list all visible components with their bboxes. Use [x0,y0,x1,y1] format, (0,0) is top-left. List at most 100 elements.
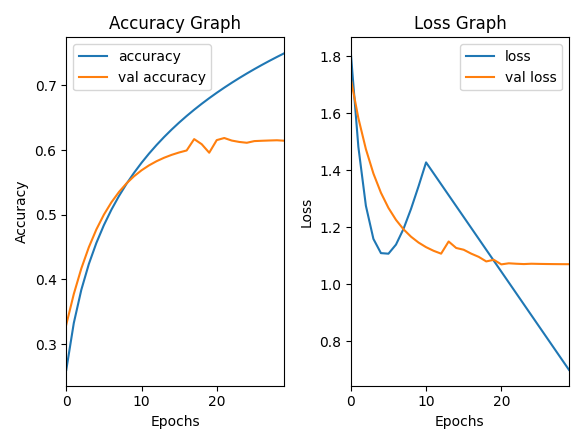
val accuracy [273,138,280,143]
val accuracy [62,322,69,327]
accuracy [78,287,85,293]
val accuracy [161,155,168,160]
accuracy [258,62,265,67]
val accuracy [251,139,258,144]
loss [392,242,399,247]
loss [520,301,527,307]
val loss [513,261,520,266]
Line: val accuracy: val accuracy [66,138,284,325]
val loss [445,239,452,244]
val accuracy [244,140,251,146]
val loss [415,240,422,245]
val loss [498,262,505,267]
accuracy [198,101,205,107]
loss [400,226,407,232]
Y-axis label: Accuracy: Accuracy [15,180,29,243]
accuracy [221,85,228,90]
loss [543,334,550,340]
val accuracy [228,138,235,143]
accuracy [123,181,130,186]
val loss [392,217,399,222]
val accuracy [190,136,197,142]
loss [370,236,377,242]
val loss [385,205,392,210]
accuracy [244,71,251,76]
X-axis label: Epochs: Epochs [435,415,485,429]
accuracy [62,367,69,373]
val loss [363,147,370,152]
val loss [565,262,572,267]
val accuracy [130,174,137,179]
val loss [400,226,407,232]
loss [445,193,452,198]
val accuracy [78,266,85,271]
loss [430,170,437,176]
loss [536,324,543,329]
Line: val loss: val loss [351,79,569,264]
loss [565,367,572,373]
Line: loss: loss [351,53,569,370]
accuracy [281,51,288,56]
Line: accuracy: accuracy [66,53,284,370]
loss [385,251,392,256]
accuracy [161,135,168,140]
accuracy [273,54,280,59]
accuracy [228,80,235,85]
val accuracy [281,138,288,143]
val accuracy [70,291,77,297]
val loss [536,261,543,266]
val loss [551,262,558,267]
accuracy [145,151,152,156]
val accuracy [266,138,273,143]
accuracy [190,107,197,112]
val loss [468,251,475,256]
val accuracy [153,159,160,164]
accuracy [236,75,243,81]
val loss [423,245,430,250]
accuracy [213,90,220,95]
val accuracy [123,181,130,186]
accuracy [266,58,273,63]
accuracy [85,262,92,267]
accuracy [130,170,137,175]
val loss [370,171,377,176]
loss [551,345,558,351]
val accuracy [108,200,115,205]
val loss [408,234,415,239]
val loss [355,115,362,121]
val loss [347,76,354,82]
accuracy [116,194,123,199]
accuracy [70,321,77,326]
Legend: accuracy, val accuracy: accuracy, val accuracy [73,44,211,90]
loss [363,203,370,208]
val loss [483,259,490,264]
val accuracy [85,245,92,250]
accuracy [153,143,160,148]
loss [505,280,512,285]
val loss [377,190,384,195]
loss [513,291,520,296]
loss [408,206,415,211]
val loss [528,261,535,266]
loss [437,182,444,187]
accuracy [138,160,145,166]
Title: Loss Graph: Loss Graph [413,15,506,33]
val accuracy [198,142,205,147]
val accuracy [145,163,152,168]
accuracy [168,127,175,132]
val loss [520,262,527,267]
loss [483,247,490,253]
val loss [437,251,444,256]
val accuracy [206,150,213,155]
val accuracy [258,138,265,143]
val loss [505,261,512,266]
loss [423,160,430,165]
loss [460,214,467,220]
val loss [453,245,460,250]
val loss [475,254,482,260]
loss [491,258,498,263]
accuracy [206,95,213,101]
val accuracy [168,152,175,158]
val accuracy [138,168,145,173]
loss [528,313,535,318]
